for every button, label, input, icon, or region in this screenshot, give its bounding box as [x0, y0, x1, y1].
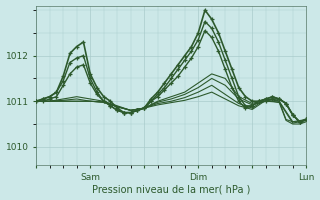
X-axis label: Pression niveau de la mer( hPa ): Pression niveau de la mer( hPa ): [92, 184, 251, 194]
